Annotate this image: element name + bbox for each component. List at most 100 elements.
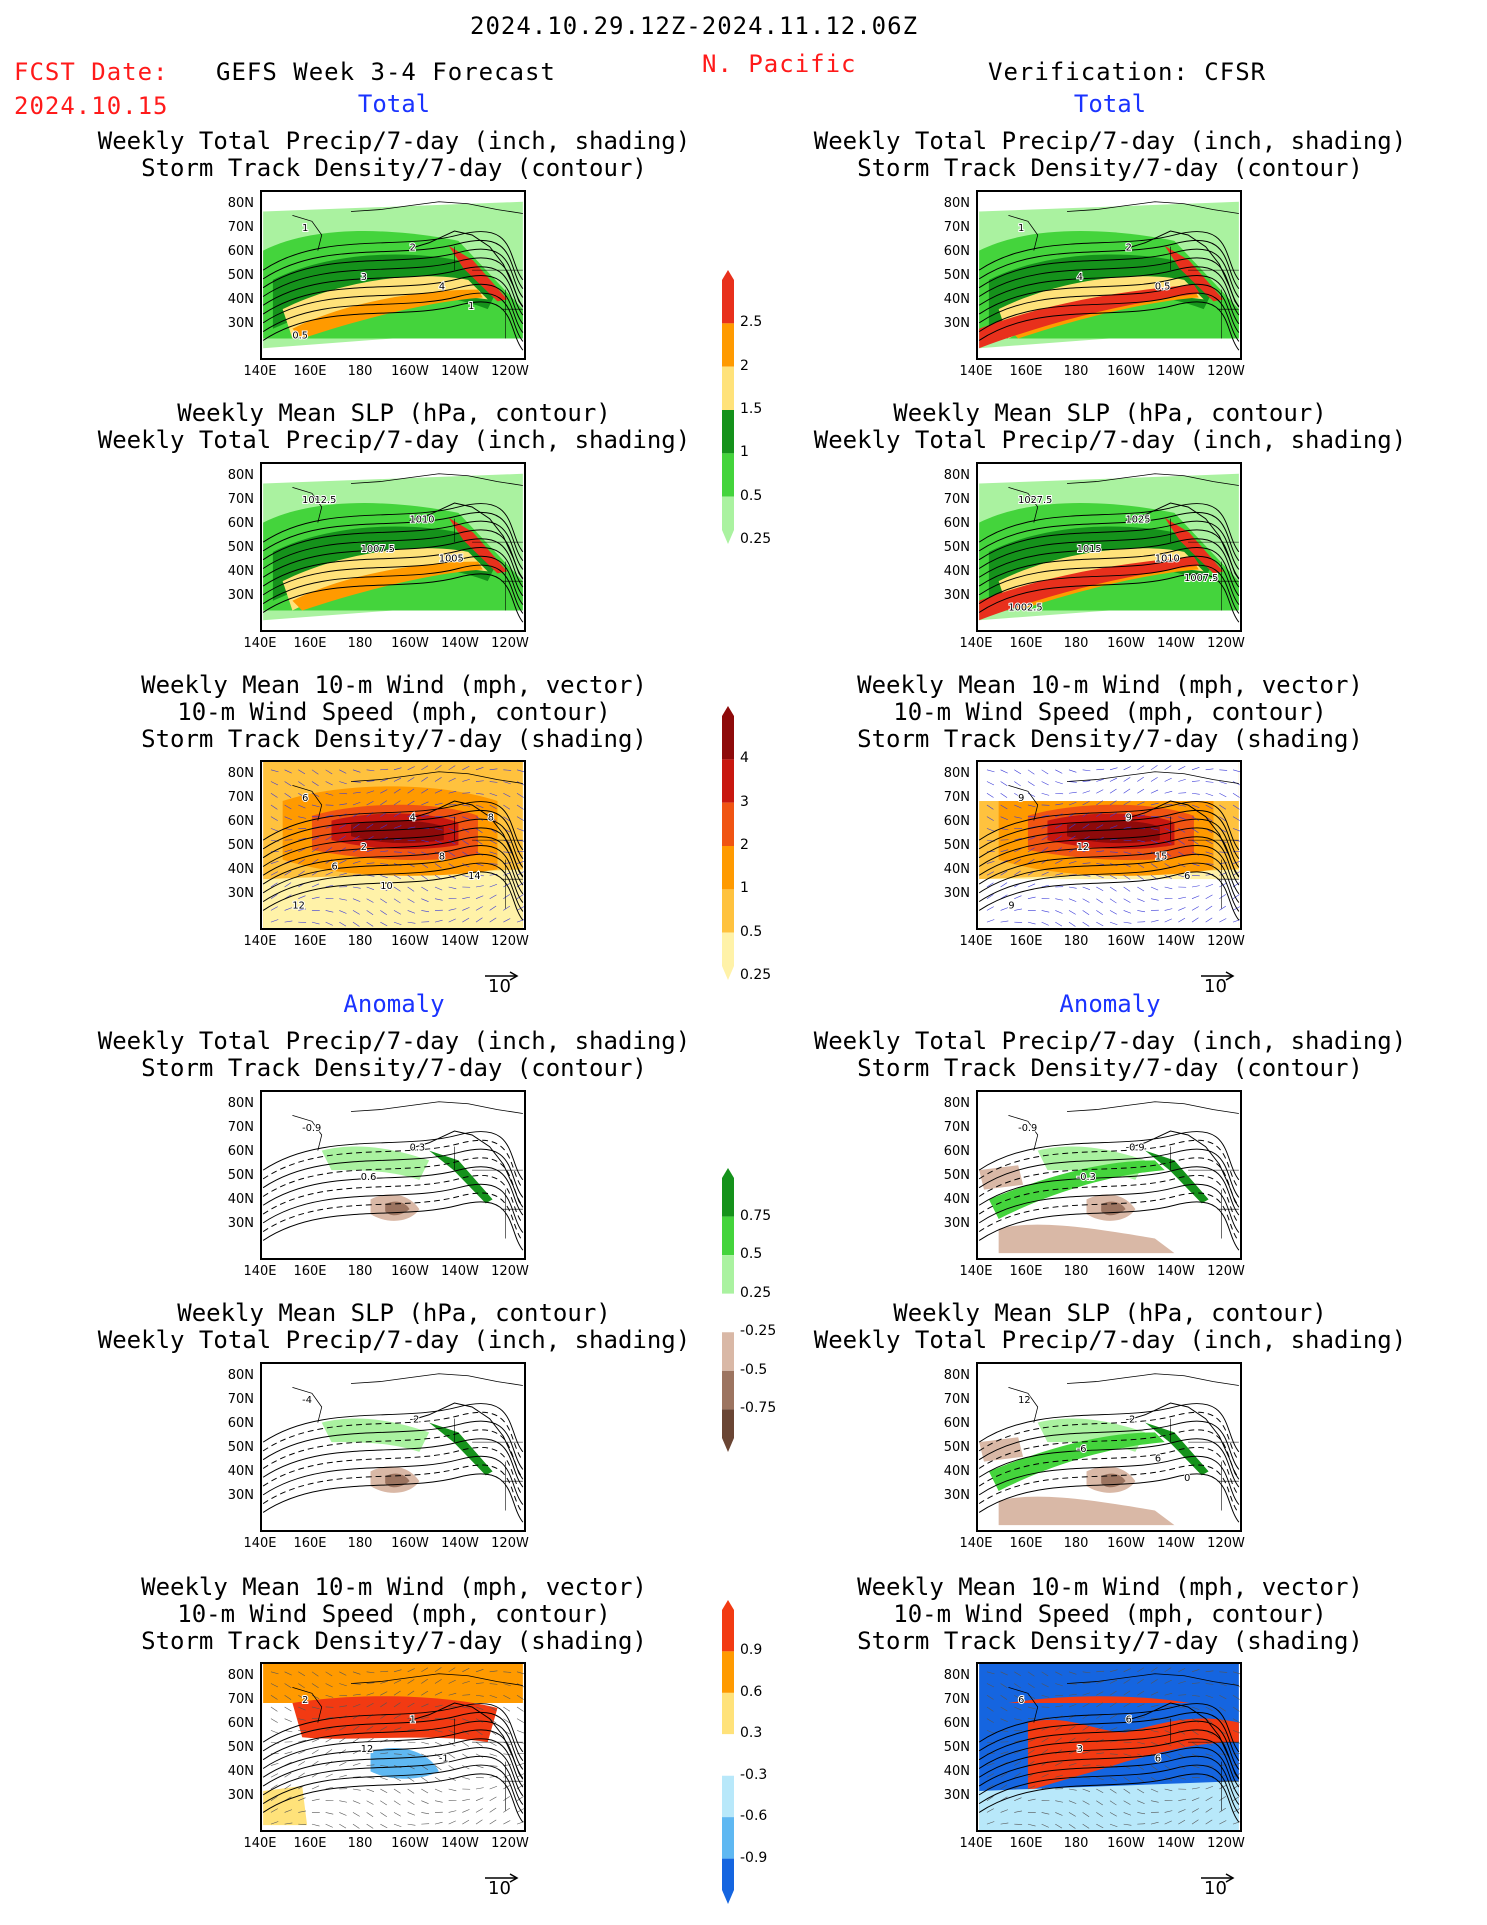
svg-text:6: 6	[1155, 1454, 1161, 1465]
lat-tick-label: 60N	[227, 814, 254, 829]
colorbar-label: -0.3	[740, 1766, 768, 1783]
svg-text:12: 12	[1077, 842, 1089, 853]
lon-tick-label: 140E	[243, 1264, 277, 1279]
map-panel: 9 9 12 15 6 9	[976, 760, 1242, 930]
map-panel: 6 4 2 8 14 12 10 6 8	[260, 760, 526, 930]
lon-tick-label: 140E	[959, 636, 993, 651]
lat-tick-label: 80N	[943, 1668, 970, 1683]
contour-label: 1027.5	[1017, 494, 1053, 507]
panel-title: Weekly Total Precip/7-day (inch, shading…	[813, 127, 1407, 182]
colorbar-swatch	[722, 1651, 734, 1693]
lon-tick-label: 160W	[391, 934, 429, 949]
lat-tick-label: 40N	[943, 564, 970, 579]
colorbar-swatch	[722, 1293, 734, 1333]
vector-reference-label: 10	[1204, 1878, 1227, 1899]
contour-label: 12	[291, 899, 305, 912]
contour-label: 1005	[438, 553, 465, 566]
svg-text:0.6: 0.6	[361, 1172, 377, 1183]
map-panel: 1 2 3 4 1 0.5	[260, 190, 526, 360]
lon-tick-label: 120W	[1207, 1264, 1245, 1279]
lon-tick-label: 160W	[1107, 1536, 1145, 1551]
svg-text:1010: 1010	[410, 515, 435, 526]
lat-tick-label: 40N	[227, 292, 254, 307]
contour-label: 1	[409, 1714, 417, 1727]
contour-label: 1	[301, 222, 309, 235]
svg-text:-0.3: -0.3	[1077, 1172, 1096, 1183]
lat-tick-label: 30N	[943, 588, 970, 603]
lon-tick-label: 160E	[1009, 1264, 1043, 1279]
colorbar-label: 4	[740, 750, 749, 767]
lon-tick-label: 160E	[1009, 364, 1043, 379]
lon-tick-label: 180	[347, 636, 373, 651]
lon-tick-label: 180	[347, 934, 373, 949]
lon-tick-label: 160W	[391, 1536, 429, 1551]
lat-tick-label: 60N	[943, 1716, 970, 1731]
lat-tick-label: 40N	[227, 1464, 254, 1479]
vector-reference-label: 10	[1204, 976, 1227, 997]
svg-text:2: 2	[361, 842, 367, 853]
lon-tick-label: 140W	[1157, 1836, 1195, 1851]
svg-text:1: 1	[1018, 223, 1024, 234]
colorbar-label: 0.25	[740, 967, 772, 983]
colorbar-swatch	[722, 366, 734, 410]
lon-tick-label: 180	[347, 364, 373, 379]
map-panel: 1 2 4 0.5	[976, 190, 1242, 360]
vector-reference-label: 10	[488, 1878, 511, 1899]
panel-title: Weekly Total Precip/7-day (inch, shading…	[97, 1027, 691, 1082]
svg-text:1: 1	[302, 223, 308, 234]
lat-tick-label: 40N	[943, 1764, 970, 1779]
svg-text:1002.5: 1002.5	[1008, 602, 1042, 613]
lon-tick-label: 180	[1063, 934, 1089, 949]
lon-tick-label: 140E	[959, 1264, 993, 1279]
lat-tick-label: 50N	[943, 1440, 970, 1455]
map-panel: 1027.5 1025 1015 1010 1007.5 1002.5	[976, 462, 1242, 632]
panel-title: Weekly Mean 10-m Wind (mph, vector) 10-m…	[141, 671, 647, 753]
lat-tick-label: 30N	[943, 886, 970, 901]
svg-text:8: 8	[488, 813, 494, 824]
lon-tick-label: 180	[1063, 1536, 1089, 1551]
valid-period: 2024.10.29.12Z-2024.11.12.06Z	[470, 12, 919, 40]
lon-tick-label: 180	[1063, 636, 1089, 651]
lat-tick-label: 70N	[227, 1392, 254, 1407]
contour-label: 2	[409, 242, 417, 255]
lon-tick-label: 160E	[293, 364, 327, 379]
map-panel: 12 -2 -6 6 0	[976, 1362, 1242, 1532]
contour-label: 6	[1125, 1714, 1133, 1727]
svg-text:2: 2	[302, 1695, 308, 1706]
lon-tick-label: 140W	[1157, 934, 1195, 949]
svg-text:9: 9	[1126, 813, 1132, 824]
svg-text:2: 2	[410, 243, 416, 254]
lat-tick-label: 60N	[227, 1416, 254, 1431]
lon-tick-label: 120W	[1207, 636, 1245, 651]
svg-text:-0.9: -0.9	[1126, 1143, 1145, 1154]
lon-tick-label: 140W	[441, 636, 479, 651]
svg-text:8: 8	[439, 852, 445, 863]
lon-tick-label: 160E	[1009, 934, 1043, 949]
lon-tick-label: 120W	[1207, 1836, 1245, 1851]
colorbar-label: 0.5	[740, 923, 763, 940]
svg-text:6: 6	[1126, 1715, 1132, 1726]
svg-text:3: 3	[361, 272, 367, 283]
contour-label: 4	[438, 281, 446, 294]
contour-label: 3	[360, 271, 368, 284]
contour-label: 6	[1017, 1694, 1025, 1707]
contour-label: 4	[1076, 271, 1084, 284]
svg-text:1007.5: 1007.5	[1184, 573, 1218, 584]
contour-label: -0.9	[1125, 1142, 1146, 1155]
lon-tick-label: 140W	[1157, 364, 1195, 379]
svg-text:10: 10	[380, 881, 392, 892]
lat-tick-label: 80N	[943, 1368, 970, 1383]
vector-reference-arrow	[484, 966, 520, 985]
lon-tick-label: 120W	[1207, 934, 1245, 949]
lat-tick-label: 60N	[943, 1416, 970, 1431]
contour-label: 1002.5	[1007, 601, 1043, 614]
lat-tick-label: 80N	[227, 1096, 254, 1111]
svg-text:-2: -2	[410, 1415, 420, 1426]
lat-tick-label: 30N	[227, 588, 254, 603]
contour-label: 1	[467, 300, 475, 313]
lon-tick-label: 160W	[391, 1836, 429, 1851]
colorbar-label: 0.6	[740, 1683, 763, 1700]
colorbar-swatch	[722, 496, 734, 544]
svg-text:0: 0	[1184, 1473, 1190, 1484]
lat-tick-label: 40N	[943, 292, 970, 307]
